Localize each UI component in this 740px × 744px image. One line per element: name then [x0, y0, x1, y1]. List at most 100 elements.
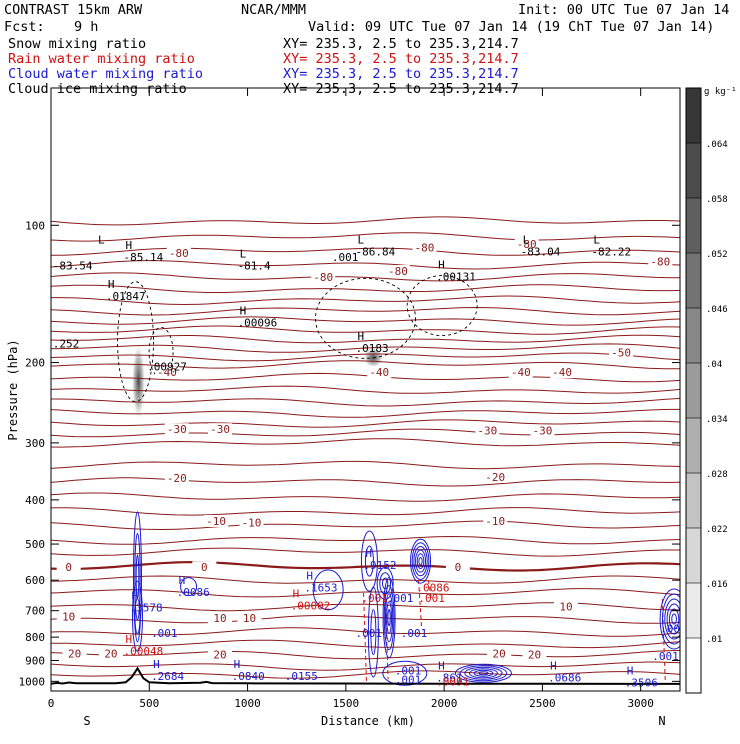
terrain-line — [51, 666, 680, 685]
cloud-water-contour — [468, 668, 498, 679]
temperature-contour — [51, 360, 680, 370]
temperature-label-bg — [98, 647, 123, 660]
temperature-contour — [51, 492, 680, 502]
cloud-water-contour — [661, 593, 680, 645]
snow-contours — [117, 275, 478, 403]
temperature-label-bg — [530, 424, 555, 437]
extremum-value: .1653 — [304, 581, 337, 594]
temperature-label: -80 — [313, 271, 333, 284]
colorbar-cell — [686, 308, 701, 363]
cloud-water-contour — [454, 663, 512, 683]
temperature-contour — [51, 247, 680, 256]
colorbar-cell — [686, 253, 701, 308]
cloud-water-contour — [379, 572, 391, 595]
temperature-label-bg — [204, 514, 229, 527]
temperature-label-bg — [192, 561, 217, 574]
extremum-marker: L — [523, 234, 530, 247]
temperature-contour — [51, 385, 680, 394]
extremum-marker: L — [358, 234, 365, 247]
extremum-marker: H — [365, 547, 372, 560]
extremum-value: .01847 — [106, 290, 146, 303]
valid-time: Valid: 09 UTC Tue 07 Jan 14 (19 ChT Tue … — [308, 19, 714, 35]
cloud-water-contour — [382, 660, 428, 686]
cloud-ice-shading — [131, 341, 384, 422]
temperature-label: -10 — [485, 515, 505, 528]
cloud-water-contour — [134, 598, 141, 635]
colorbar-ticks: .01 .016 .022 .028 .034 .04 .046 .052 .058 .064 — [686, 140, 728, 645]
cloud-water-contours — [131, 511, 680, 686]
x-tick-label: 500 — [139, 697, 159, 710]
model-title: CONTRAST 15km ARW — [4, 2, 143, 18]
extremum-marker: H — [293, 587, 300, 600]
extremum-marker: H — [438, 660, 445, 673]
temperature-label: 20 — [493, 647, 506, 660]
field-snow-xy: XY= 235.3, 2.5 to 235.3,214.7 — [283, 36, 519, 52]
cloud-water-contour — [666, 603, 680, 635]
field-snow-name: Snow mixing ratio — [8, 36, 146, 52]
temperature-contour — [51, 639, 680, 649]
extremum-marker: H — [550, 660, 557, 673]
extremum-marker: H — [126, 633, 133, 646]
temperature-label: -30 — [532, 425, 552, 438]
colorbar-cell — [686, 418, 701, 473]
south-label: S — [83, 714, 90, 728]
extremum-value: .001 — [395, 665, 422, 678]
cloud-water-contour — [386, 601, 392, 635]
temperature-label: 10 — [62, 610, 75, 623]
colorbar-cell — [686, 363, 701, 418]
colorbar-frame — [685, 87, 702, 694]
extremum-value: .0183 — [356, 342, 389, 355]
temperature-contour — [51, 477, 680, 487]
cloud-water-contour — [668, 608, 680, 630]
temperature-label-bg — [648, 255, 673, 268]
temperature-label: -20 — [485, 471, 505, 484]
cloud-water-contour — [180, 577, 198, 597]
cloud-water-contour — [364, 545, 374, 577]
extremum-marker: H — [108, 278, 115, 291]
temperature-label: 10 — [559, 600, 572, 613]
temperature-label-bg — [508, 366, 533, 379]
cloud-water-contour — [464, 666, 503, 680]
y-tick-label: 900 — [25, 654, 45, 667]
temperature-label: 20 — [104, 647, 117, 660]
temperature-label: -80 — [517, 238, 537, 251]
temperature-label-bg — [62, 647, 87, 660]
y-tick-label: 800 — [25, 631, 45, 644]
y-tick-label: 500 — [25, 538, 45, 551]
colorbar-tick-label: .064 — [706, 140, 728, 150]
cloud-water-contour — [413, 545, 428, 577]
init-time: Init: 00 UTC Tue 07 Jan 14 — [518, 2, 729, 18]
temperature-label-bg — [164, 423, 189, 436]
temperature-contour — [51, 325, 680, 335]
ice-blob — [131, 341, 146, 422]
field-cloudice-name: Cloud ice mixing ratio — [8, 81, 187, 97]
temperature-label: -30 — [477, 425, 497, 438]
temperature-contour — [51, 460, 680, 470]
cloud-water-contour — [416, 553, 425, 569]
extremum-marker: H — [240, 304, 247, 317]
extremum-value: .9152 — [363, 559, 396, 572]
extremum-marker: L — [240, 247, 247, 260]
temperature-label-bg — [445, 561, 470, 574]
temperature-label-bg — [487, 647, 512, 660]
x-tick-label: 2500 — [529, 697, 556, 710]
field-legend: Snow mixing ratio XY= 235.3, 2.5 to 235.… — [8, 36, 519, 97]
y-tick-label: 200 — [25, 357, 45, 370]
temperature-label: -30 — [167, 423, 187, 436]
temperature-label-bg — [483, 470, 508, 483]
x-tick-label: 1000 — [234, 697, 261, 710]
temperature-label: -80 — [169, 247, 189, 260]
snow-contour — [315, 277, 416, 359]
plot-area: -80 -80 -80 -80 -80 -80 -50 -40 -40 -40 -40 -30 -30 -… — [51, 216, 680, 689]
cloud-water-contour — [459, 665, 508, 682]
colorbar-tick-label: .046 — [706, 305, 728, 315]
x-axis-title: Distance (km) — [321, 714, 415, 728]
y-tick-label: 600 — [25, 574, 45, 587]
colorbar-tick-label: .04 — [706, 360, 722, 370]
extremum-marker: L — [593, 234, 600, 247]
temperature-contour — [51, 547, 680, 557]
temperature-label-bg — [164, 471, 189, 484]
temperature-label-bg — [522, 648, 547, 661]
extremum-value: .3506 — [625, 676, 658, 689]
field-rain-xy: XY= 235.3, 2.5 to 235.3,214.7 — [283, 51, 519, 67]
